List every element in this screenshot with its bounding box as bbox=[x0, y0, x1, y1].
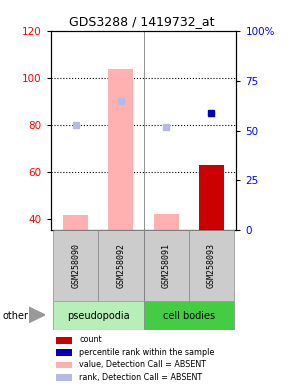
Bar bbox=[55, 374, 72, 381]
Bar bbox=[144, 301, 234, 330]
Text: rank, Detection Call = ABSENT: rank, Detection Call = ABSENT bbox=[79, 373, 202, 382]
Bar bbox=[53, 230, 98, 301]
Text: pseudopodia: pseudopodia bbox=[67, 311, 130, 321]
Bar bbox=[199, 165, 224, 230]
Bar bbox=[55, 337, 72, 344]
Text: GSM258091: GSM258091 bbox=[162, 243, 171, 288]
Text: count: count bbox=[79, 336, 102, 344]
Text: cell bodies: cell bodies bbox=[163, 311, 215, 321]
Bar bbox=[53, 301, 144, 330]
Text: GSM258092: GSM258092 bbox=[116, 243, 125, 288]
Bar bbox=[154, 214, 179, 230]
Polygon shape bbox=[29, 307, 45, 323]
Text: GSM258090: GSM258090 bbox=[71, 243, 80, 288]
Bar bbox=[63, 215, 88, 230]
Bar bbox=[55, 349, 72, 356]
Bar bbox=[108, 70, 133, 230]
Text: other: other bbox=[3, 311, 29, 321]
Bar bbox=[189, 230, 234, 301]
Text: percentile rank within the sample: percentile rank within the sample bbox=[79, 348, 215, 357]
Bar bbox=[98, 230, 144, 301]
Bar bbox=[55, 362, 72, 369]
Text: GDS3288 / 1419732_at: GDS3288 / 1419732_at bbox=[69, 15, 215, 28]
Bar bbox=[144, 230, 189, 301]
Text: value, Detection Call = ABSENT: value, Detection Call = ABSENT bbox=[79, 360, 206, 369]
Text: GSM258093: GSM258093 bbox=[207, 243, 216, 288]
